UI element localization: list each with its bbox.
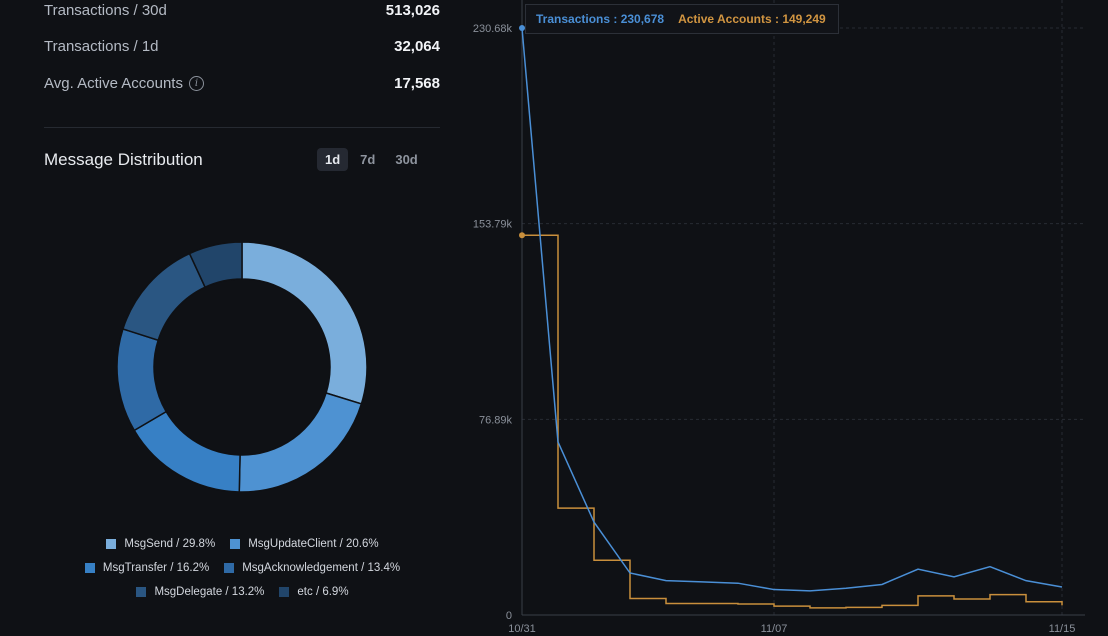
- legend-row: MsgSend / 29.8% MsgUpdateClient / 20.6%: [44, 532, 440, 556]
- legend-label: MsgAcknowledgement / 13.4%: [242, 562, 401, 574]
- stat-transactions-30d: Transactions / 30d 513,026: [44, 0, 440, 29]
- stat-value: 32,064: [394, 38, 440, 56]
- legend-swatch: [223, 562, 236, 574]
- y-tick-label: 230.68k: [473, 23, 513, 35]
- legend-item-msgdelegate[interactable]: MsgDelegate / 13.2%: [135, 586, 264, 598]
- donut-slice-msgacknowledgement[interactable]: [117, 328, 168, 432]
- donut-slice-etc[interactable]: [188, 242, 243, 289]
- legend-row: MsgDelegate / 13.2% etc / 6.9%: [44, 580, 440, 604]
- legend-item-msgtransfer[interactable]: MsgTransfer / 16.2%: [83, 562, 210, 574]
- message-distribution-legend: MsgSend / 29.8% MsgUpdateClient / 20.6% …: [44, 532, 440, 604]
- x-tick-label: 11/07: [761, 623, 788, 635]
- stat-label-wrap: Avg. Active Accounts i: [44, 75, 204, 92]
- tab-30d[interactable]: 30d: [395, 152, 418, 167]
- tab-7d[interactable]: 7d: [360, 152, 376, 167]
- legend-swatch: [105, 538, 118, 550]
- tab-1d[interactable]: 1d: [317, 148, 349, 171]
- transactions-point-marker: [519, 25, 525, 32]
- stat-label: Transactions / 30d: [44, 1, 167, 19]
- y-tick-label: 153.79k: [473, 219, 513, 231]
- transactions-chart[interactable]: 230.68k 153.79k 76.89k 010/31 11/07 11/15: [460, 0, 1100, 636]
- chart-tooltip: Transactions : 230,678 Active Accounts :…: [525, 4, 839, 34]
- tooltip-transactions: Transactions : 230,678: [536, 12, 665, 26]
- y-tick-label: 76.89k: [479, 414, 513, 426]
- legend-item-msgsend[interactable]: MsgSend / 29.8%: [105, 538, 215, 550]
- stat-avg-active-accounts: Avg. Active Accounts i 17,568: [44, 65, 440, 102]
- donut-slice-msgsend[interactable]: [241, 242, 367, 405]
- donut-slice-msgupdateclient[interactable]: [238, 392, 363, 492]
- stat-value: 513,026: [385, 1, 440, 19]
- x-tick-label: 11/15: [1049, 623, 1076, 635]
- stats-panel: Transactions / 30d 513,026 Transactions …: [44, 0, 440, 102]
- stat-label: Transactions / 1d: [44, 38, 159, 56]
- legend-item-msgupdateclient[interactable]: MsgUpdateClient / 20.6%: [229, 538, 379, 550]
- legend-label: etc / 6.9%: [297, 586, 349, 598]
- donut-slice-msgdelegate[interactable]: [121, 252, 207, 342]
- legend-label: MsgUpdateClient / 20.6%: [248, 538, 379, 550]
- series-transactions[interactable]: [521, 27, 1063, 592]
- legend-label: MsgSend / 29.8%: [124, 538, 216, 550]
- active-accounts-point-marker: [519, 232, 525, 239]
- info-icon[interactable]: i: [188, 75, 204, 91]
- divider: [44, 127, 440, 128]
- message-distribution-donut: [117, 242, 367, 492]
- y-tick-label: 0: [506, 610, 512, 622]
- stat-label: Avg. Active Accounts: [44, 74, 183, 92]
- legend-row: MsgTransfer / 16.2% MsgAcknowledgement /…: [44, 556, 440, 580]
- x-tick-label: 10/31: [508, 623, 536, 635]
- legend-swatch: [83, 562, 96, 574]
- legend-item-etc[interactable]: etc / 6.9%: [278, 586, 349, 598]
- legend-swatch: [229, 538, 242, 550]
- legend-item-msgacknowledgement[interactable]: MsgAcknowledgement / 13.4%: [223, 562, 400, 574]
- series-active-accounts[interactable]: [522, 234, 1063, 609]
- stat-transactions-1d: Transactions / 1d 32,064: [44, 29, 440, 66]
- donut-slice-msgtransfer[interactable]: [133, 410, 241, 492]
- legend-swatch: [278, 586, 291, 598]
- range-tabs: 1d 7d 30d: [317, 148, 426, 171]
- message-distribution-title: Message Distribution: [44, 150, 203, 169]
- stat-value: 17,568: [394, 74, 440, 92]
- tooltip-active-accounts: Active Accounts : 149,249: [678, 12, 826, 26]
- legend-swatch: [135, 586, 148, 598]
- legend-label: MsgDelegate / 13.2%: [154, 586, 265, 598]
- legend-label: MsgTransfer / 16.2%: [102, 562, 210, 574]
